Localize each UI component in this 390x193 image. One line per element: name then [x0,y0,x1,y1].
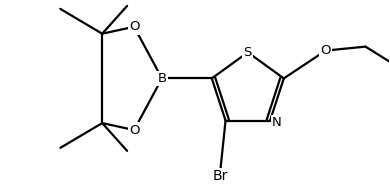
Text: Br: Br [213,169,228,183]
Text: O: O [321,44,331,57]
Text: O: O [129,124,139,136]
Text: S: S [244,46,252,59]
Text: O: O [129,20,139,33]
Text: N: N [272,116,282,129]
Text: B: B [158,72,167,85]
